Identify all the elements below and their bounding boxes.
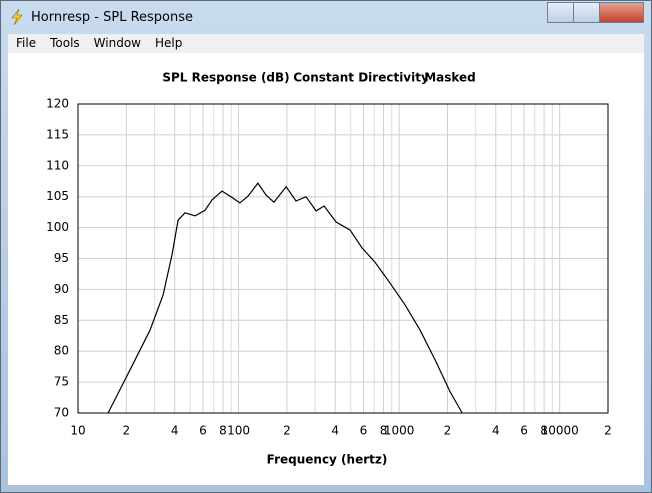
x-tick-label: 8 <box>380 424 388 438</box>
x-tick-label: 1000 <box>384 424 415 438</box>
x-tick-label: 2 <box>123 424 131 438</box>
y-tick-label: 90 <box>54 282 69 296</box>
spl-curve <box>107 182 463 414</box>
x-tick-label: 100 <box>227 424 250 438</box>
y-tick-label: 95 <box>54 251 69 265</box>
x-tick-label: 4 <box>331 424 339 438</box>
y-tick-label: 85 <box>54 313 69 327</box>
x-tick-label: 10 <box>70 424 85 438</box>
x-axis-label: Frequency (hertz) <box>267 453 388 467</box>
window-title: Hornresp - SPL Response <box>31 10 194 25</box>
y-tick-label: 105 <box>46 189 69 203</box>
x-tick-label: 4 <box>492 424 500 438</box>
close-button[interactable] <box>599 2 644 23</box>
chart-title: SPL Response (dB) <box>162 71 289 85</box>
y-tick-label: 110 <box>46 158 69 172</box>
x-tick-label: 4 <box>171 424 179 438</box>
x-tick-label: 10000 <box>541 424 579 438</box>
chart-title: Masked <box>424 71 476 85</box>
x-tick-label: 2 <box>444 424 452 438</box>
x-tick-label: 8 <box>540 424 548 438</box>
y-tick-label: 80 <box>54 344 69 358</box>
x-tick-label: 6 <box>520 424 528 438</box>
y-tick-label: 70 <box>54 406 69 420</box>
x-tick-label: 2 <box>283 424 291 438</box>
x-tick-label: 2 <box>604 424 612 438</box>
x-tick-label: 6 <box>360 424 368 438</box>
menu-item[interactable]: File <box>16 36 37 50</box>
app-icon <box>11 9 23 25</box>
menu-item[interactable]: Tools <box>50 36 80 50</box>
plot-frame <box>77 103 609 414</box>
chart-title: Constant Directivity <box>293 71 429 85</box>
menu-item[interactable]: Window <box>93 36 141 50</box>
menu-bar: File Tools Window Help <box>8 34 644 53</box>
x-tick-label: 8 <box>219 424 227 438</box>
y-tick-label: 115 <box>46 127 69 141</box>
y-tick-label: 120 <box>46 97 69 111</box>
y-tick-label: 100 <box>46 220 69 234</box>
title-bar: Hornresp - SPL Response <box>1 1 651 33</box>
menu-item[interactable]: Help <box>154 36 183 50</box>
x-tick-label: 6 <box>199 424 207 438</box>
y-tick-label: 75 <box>54 375 69 389</box>
